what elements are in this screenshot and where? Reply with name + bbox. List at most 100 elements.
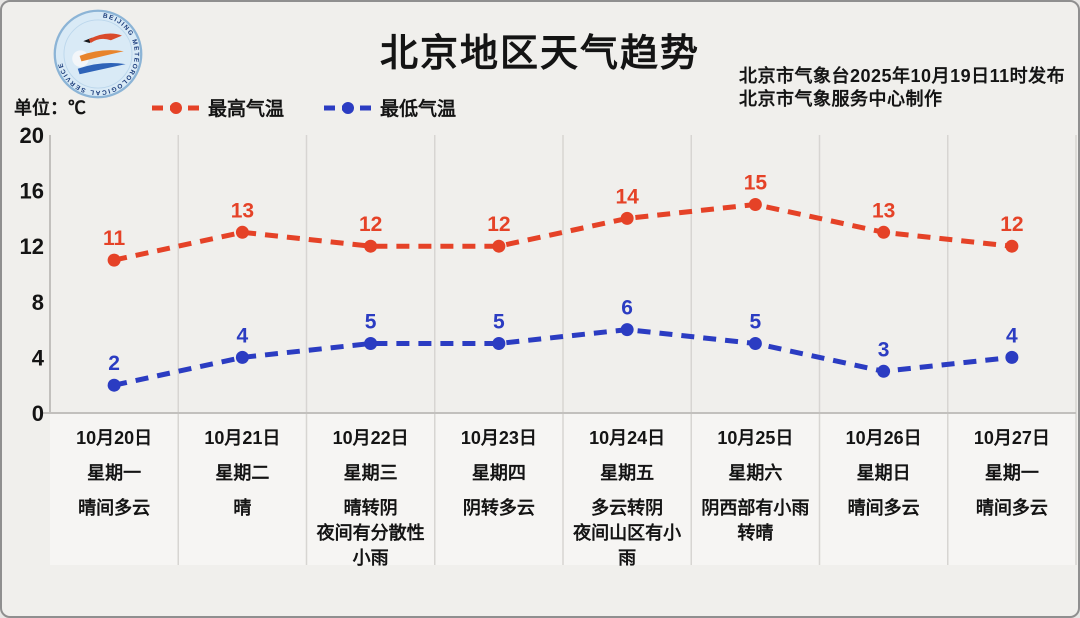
weather-line: 晴转阴 bbox=[343, 498, 398, 518]
day-weather: 晴间多云 bbox=[948, 496, 1076, 521]
weather-line: 小雨 bbox=[352, 548, 389, 568]
legend-line-marker-icon bbox=[324, 101, 373, 114]
y-tick-label: 12 bbox=[20, 234, 44, 259]
y-tick-label: 16 bbox=[20, 179, 44, 204]
day-column: 10月22日 星期三 晴转阴 夜间有分散性 小雨 bbox=[307, 426, 435, 571]
day-date: 10月22日 bbox=[332, 428, 409, 448]
data-point bbox=[364, 337, 378, 350]
y-tick-label: 20 bbox=[20, 123, 44, 148]
y-tick-label: 8 bbox=[32, 290, 44, 315]
legend: 最高气温 最低气温 bbox=[152, 94, 456, 121]
data-point bbox=[748, 198, 762, 211]
weather-line: 多云转阴 bbox=[591, 498, 664, 518]
data-point bbox=[235, 225, 249, 239]
day-date: 10月25日 bbox=[717, 428, 794, 448]
day-date: 10月26日 bbox=[845, 428, 922, 448]
value-label: 12 bbox=[487, 213, 510, 236]
day-date: 10月21日 bbox=[204, 428, 281, 448]
legend-label: 最低气温 bbox=[380, 99, 457, 120]
legend-dot bbox=[170, 101, 182, 114]
day-weather: 阴转多云 bbox=[435, 496, 563, 521]
data-point bbox=[877, 364, 891, 378]
legend-item-min-temp: 最低气温 bbox=[324, 94, 456, 121]
data-point bbox=[620, 211, 634, 225]
day-weekday: 星期四 bbox=[471, 463, 526, 483]
day-date: 10月24日 bbox=[589, 428, 666, 448]
value-label: 4 bbox=[237, 324, 249, 347]
y-tick-label: 0 bbox=[32, 401, 44, 426]
unit-label: 单位：℃ bbox=[14, 98, 86, 118]
beijing-meteorological-service-logo-icon: BEIJING METEOROLOGICAL SERVICE bbox=[53, 9, 143, 99]
weather-line: 晴 bbox=[233, 498, 252, 518]
weather-line: 夜间有分散性 bbox=[316, 523, 425, 543]
day-weekday: 星期日 bbox=[856, 463, 911, 483]
day-date: 10月23日 bbox=[460, 428, 537, 448]
day-weekday: 星期二 bbox=[215, 463, 270, 483]
day-weather: 多云转阴夜间山区有小雨 bbox=[563, 496, 691, 571]
legend-label: 最高气温 bbox=[208, 99, 285, 120]
data-point bbox=[1005, 350, 1019, 364]
logo-orange-swoosh bbox=[79, 50, 124, 62]
data-point bbox=[748, 337, 762, 350]
legend-dot bbox=[342, 101, 355, 114]
weather-line: 晴间多云 bbox=[78, 498, 151, 518]
day-weather: 晴间多云 bbox=[50, 496, 178, 521]
release-line-1: 北京市气象台2025年10月19日11时发布 bbox=[739, 66, 1066, 86]
release-line-2: 北京市气象服务中心制作 bbox=[739, 89, 943, 109]
value-label: 2 bbox=[108, 352, 120, 375]
day-weather: 晴 bbox=[178, 496, 306, 521]
series-max-temperature: 11 13 12 12 14 15 13 12 bbox=[103, 172, 1024, 267]
logo-blue-swoosh bbox=[77, 62, 126, 75]
value-label: 6 bbox=[621, 297, 633, 320]
value-label: 5 bbox=[750, 311, 762, 334]
weather-line: 晴间多云 bbox=[847, 498, 920, 518]
logo-red-swoosh bbox=[88, 33, 122, 43]
weather-line: 阴西部有小雨 bbox=[701, 498, 810, 518]
value-label: 13 bbox=[231, 199, 254, 222]
day-column: 10月20日 星期一晴间多云 bbox=[50, 426, 178, 521]
data-point bbox=[620, 323, 634, 337]
data-point bbox=[877, 225, 891, 239]
day-weekday: 星期六 bbox=[728, 463, 783, 483]
day-column: 10月24日 星期五多云转阴夜间山区有小雨 bbox=[563, 426, 691, 571]
data-point bbox=[235, 350, 249, 364]
value-label: 12 bbox=[1000, 213, 1023, 236]
data-point bbox=[364, 239, 378, 253]
value-label: 13 bbox=[872, 199, 895, 222]
legend-line-marker-icon bbox=[152, 101, 200, 114]
value-label: 5 bbox=[493, 311, 505, 334]
day-weekday: 星期五 bbox=[600, 463, 655, 483]
legend-item-max-temp: 最高气温 bbox=[152, 94, 284, 121]
series-min-temperature: 2 4 5 5 6 5 3 4 bbox=[107, 297, 1019, 392]
y-tick-labels: 20 16 12 8 4 0 bbox=[20, 123, 45, 426]
weather-line: 夜间山区有小 bbox=[573, 523, 682, 543]
value-label: 12 bbox=[359, 213, 382, 236]
weather-line: 阴转多云 bbox=[462, 498, 535, 518]
data-point bbox=[492, 239, 506, 253]
value-label: 3 bbox=[878, 338, 890, 361]
day-weather: 晴间多云 bbox=[820, 496, 948, 521]
value-label: 11 bbox=[103, 227, 126, 250]
day-column: 10月21日 星期二晴 bbox=[178, 426, 306, 521]
value-label: 4 bbox=[1006, 324, 1018, 347]
value-label: 15 bbox=[744, 172, 768, 195]
data-point bbox=[107, 253, 121, 267]
data-point bbox=[1005, 239, 1019, 253]
weather-line: 晴间多云 bbox=[975, 498, 1048, 518]
value-label: 14 bbox=[615, 185, 639, 208]
data-point bbox=[492, 337, 506, 350]
page-title: 北京地区天气趋势 bbox=[379, 33, 700, 75]
y-tick-label: 4 bbox=[32, 345, 45, 370]
trend-line bbox=[113, 201, 1013, 263]
data-point bbox=[107, 378, 121, 392]
day-weather: 阴西部有小雨 转晴 bbox=[691, 496, 819, 546]
day-date: 10月20日 bbox=[76, 428, 153, 448]
day-column: 10月26日 星期日晴间多云 bbox=[820, 426, 948, 521]
day-column: 10月23日 星期四阴转多云 bbox=[435, 426, 563, 521]
day-column: 10月25日 星期六阴西部有小雨 转晴 bbox=[691, 426, 819, 546]
trend-line bbox=[113, 327, 1013, 388]
day-weekday: 星期一 bbox=[87, 463, 142, 483]
weather-line: 雨 bbox=[618, 548, 637, 568]
value-label: 5 bbox=[365, 311, 377, 334]
